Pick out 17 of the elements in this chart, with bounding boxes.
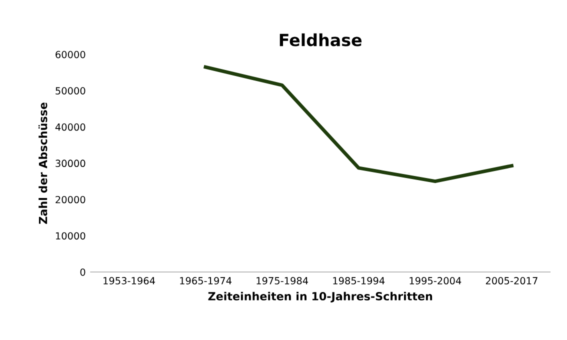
x-tick-label: 2005-2017 [486, 277, 538, 284]
chart-title: Feldhase [280, 33, 362, 46]
y-tick-label: 0 [80, 268, 86, 276]
x-axis-title: Zeiteinheiten in 10-Jahres-Schritten [208, 292, 432, 302]
x-tick-label: 1965-1974 [180, 277, 232, 284]
y-tick-label: 30000 [56, 160, 86, 168]
y-tick-label: 20000 [56, 196, 86, 204]
y-tick-label: 40000 [55, 123, 86, 131]
x-tick-label: 1995-2004 [410, 277, 462, 284]
x-tick-label: 1985-1994 [333, 277, 385, 284]
line-series [204, 65, 514, 184]
y-axis-title: Zahl der Abschüsse [38, 102, 48, 224]
y-tick-label: 60000 [56, 50, 86, 58]
x-tick-label: 1953-1964 [104, 277, 155, 284]
y-tick-label: 50000 [56, 87, 86, 94]
x-tick-label: 1975-1984 [256, 277, 308, 284]
y-tick-label: 10000 [56, 232, 86, 240]
